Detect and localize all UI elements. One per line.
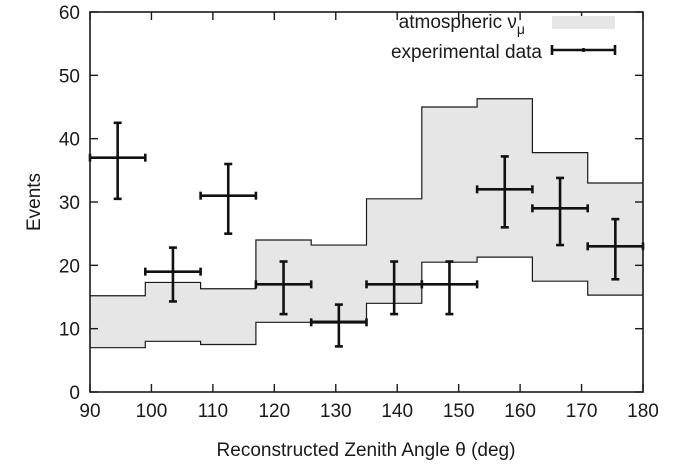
data-point <box>420 260 479 316</box>
x-tick-label: 160 <box>504 401 536 422</box>
legend-band-label-main: atmospheric ν <box>399 12 517 33</box>
y-tick-label: 60 <box>59 3 80 24</box>
y-tick-label: 50 <box>59 66 80 87</box>
legend-band-label-sub: μ <box>517 21 525 37</box>
x-tick-label: 130 <box>320 401 352 422</box>
x-tick-label: 100 <box>136 401 168 422</box>
y-tick-label: 20 <box>59 256 80 277</box>
legend-band-label: atmospheric νμ <box>399 12 525 37</box>
band-upper-edge <box>90 98 643 297</box>
data-point <box>475 155 534 229</box>
x-tick-label: 170 <box>566 401 598 422</box>
experimental-data-points <box>88 121 645 348</box>
legend-data-label: experimental data <box>391 42 542 63</box>
data-point <box>88 121 147 201</box>
data-point <box>144 246 202 303</box>
legend-band-swatch <box>552 16 615 29</box>
data-point <box>254 260 313 316</box>
data-point <box>309 303 368 348</box>
x-tick-label: 120 <box>258 401 290 422</box>
y-tick-label: 30 <box>59 193 80 214</box>
x-tick-label: 110 <box>198 401 228 422</box>
y-tick-label: 40 <box>59 130 80 151</box>
x-tick-label: 90 <box>79 401 100 422</box>
x-tick-label: 140 <box>381 401 413 422</box>
band-lower-edge <box>90 256 643 349</box>
x-axis-label: Reconstructed Zenith Angle θ (deg) <box>217 440 516 461</box>
legend: atmospheric νμ experimental data <box>391 12 617 63</box>
x-tick-labels: 90 100 110 120 130 140 150 160 170 180 <box>79 401 658 422</box>
data-point <box>531 176 590 247</box>
y-tick-label: 0 <box>69 383 80 404</box>
y-axis-label: Events <box>24 173 45 231</box>
y-tick-label: 10 <box>59 320 80 341</box>
x-tick-label: 150 <box>443 401 475 422</box>
data-point <box>199 162 258 235</box>
axis-ticks <box>89 11 644 393</box>
y-tick-labels: 0 10 20 30 40 50 60 <box>59 3 80 404</box>
x-tick-label: 180 <box>627 401 659 422</box>
